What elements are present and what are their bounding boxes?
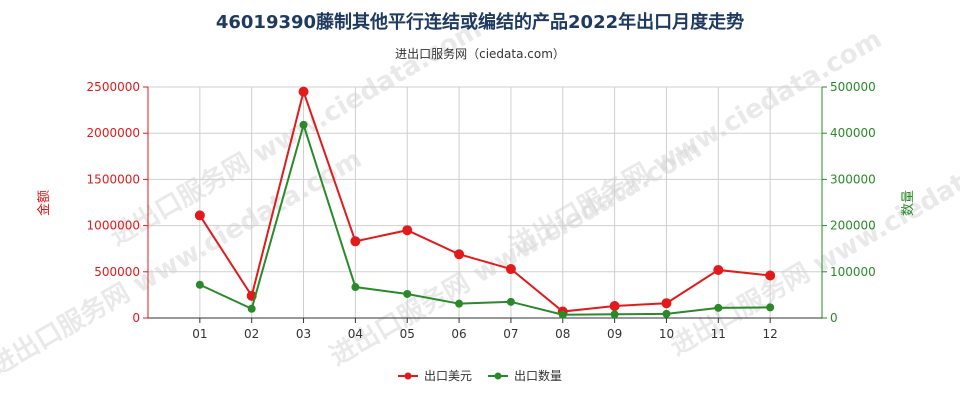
data-point — [505, 264, 516, 275]
data-point — [455, 299, 464, 308]
x-tick-label: 04 — [348, 327, 363, 341]
data-point — [609, 300, 620, 311]
data-point — [662, 309, 671, 318]
x-tick-label: 06 — [451, 327, 466, 341]
x-tick-label: 08 — [555, 327, 570, 341]
right-axis-title: 数量 — [901, 190, 916, 216]
left-tick-label: 2500000 — [87, 80, 140, 94]
data-point — [506, 297, 515, 306]
series-layer — [194, 86, 776, 319]
data-point — [558, 310, 567, 319]
x-tick-label: 11 — [711, 327, 726, 341]
x-tick-label: 12 — [763, 327, 778, 341]
data-point — [350, 236, 361, 247]
right-tick-label: 400000 — [830, 126, 876, 140]
data-point — [247, 304, 256, 313]
left-tick-label: 2000000 — [87, 126, 140, 140]
legend-label: 出口数量 — [514, 368, 562, 383]
right-tick-label: 300000 — [830, 172, 876, 186]
x-tick-label: 05 — [400, 327, 415, 341]
data-point — [403, 289, 412, 298]
x-tick-label: 03 — [296, 327, 311, 341]
data-point — [454, 249, 465, 260]
chart-title: 46019390藤制其他平行连结或编结的产品2022年出口月度走势 — [216, 11, 744, 33]
data-point — [194, 210, 205, 221]
x-tick-label: 01 — [192, 327, 207, 341]
legend-item: 出口美元 — [398, 369, 472, 383]
x-tick-label: 02 — [244, 327, 259, 341]
left-axis-title: 金额 — [36, 190, 52, 216]
legend: 出口美元 出口数量 — [398, 368, 562, 383]
data-point — [765, 270, 776, 281]
legend-item: 出口数量 — [488, 368, 562, 383]
x-tick-label: 07 — [503, 327, 518, 341]
data-point — [298, 86, 309, 97]
series-2 — [195, 120, 775, 319]
left-tick-label: 1000000 — [87, 219, 140, 233]
right-tick-label: 0 — [830, 311, 838, 325]
left-tick-label: 500000 — [94, 265, 140, 279]
data-point — [351, 283, 360, 292]
data-point — [299, 120, 308, 129]
data-point — [714, 303, 723, 312]
x-tick-label: 10 — [659, 327, 674, 341]
chart-subtitle: 进出口服务网（ciedata.com） — [395, 46, 565, 61]
legend-swatch-marker — [494, 372, 502, 380]
legend-swatch-marker — [404, 372, 412, 380]
right-tick-label: 200000 — [830, 219, 876, 233]
legend-label: 出口美元 — [424, 369, 472, 383]
left-tick-label: 0 — [132, 311, 140, 325]
right-tick-label: 500000 — [830, 80, 876, 94]
data-point — [713, 264, 724, 275]
data-point — [402, 225, 413, 236]
data-point — [195, 280, 204, 289]
watermark-text: 进出口服务网 www.ciedata.com — [665, 124, 960, 362]
x-tick-label: 09 — [607, 327, 622, 341]
series-line — [199, 88, 771, 313]
right-tick-label: 100000 — [830, 265, 876, 279]
data-point — [661, 298, 672, 309]
series-line — [199, 121, 771, 316]
left-tick-label: 1500000 — [87, 172, 140, 186]
axes: 0500000100000015000002000000250000001000… — [87, 80, 876, 341]
data-point — [610, 310, 619, 319]
data-point — [766, 303, 775, 312]
